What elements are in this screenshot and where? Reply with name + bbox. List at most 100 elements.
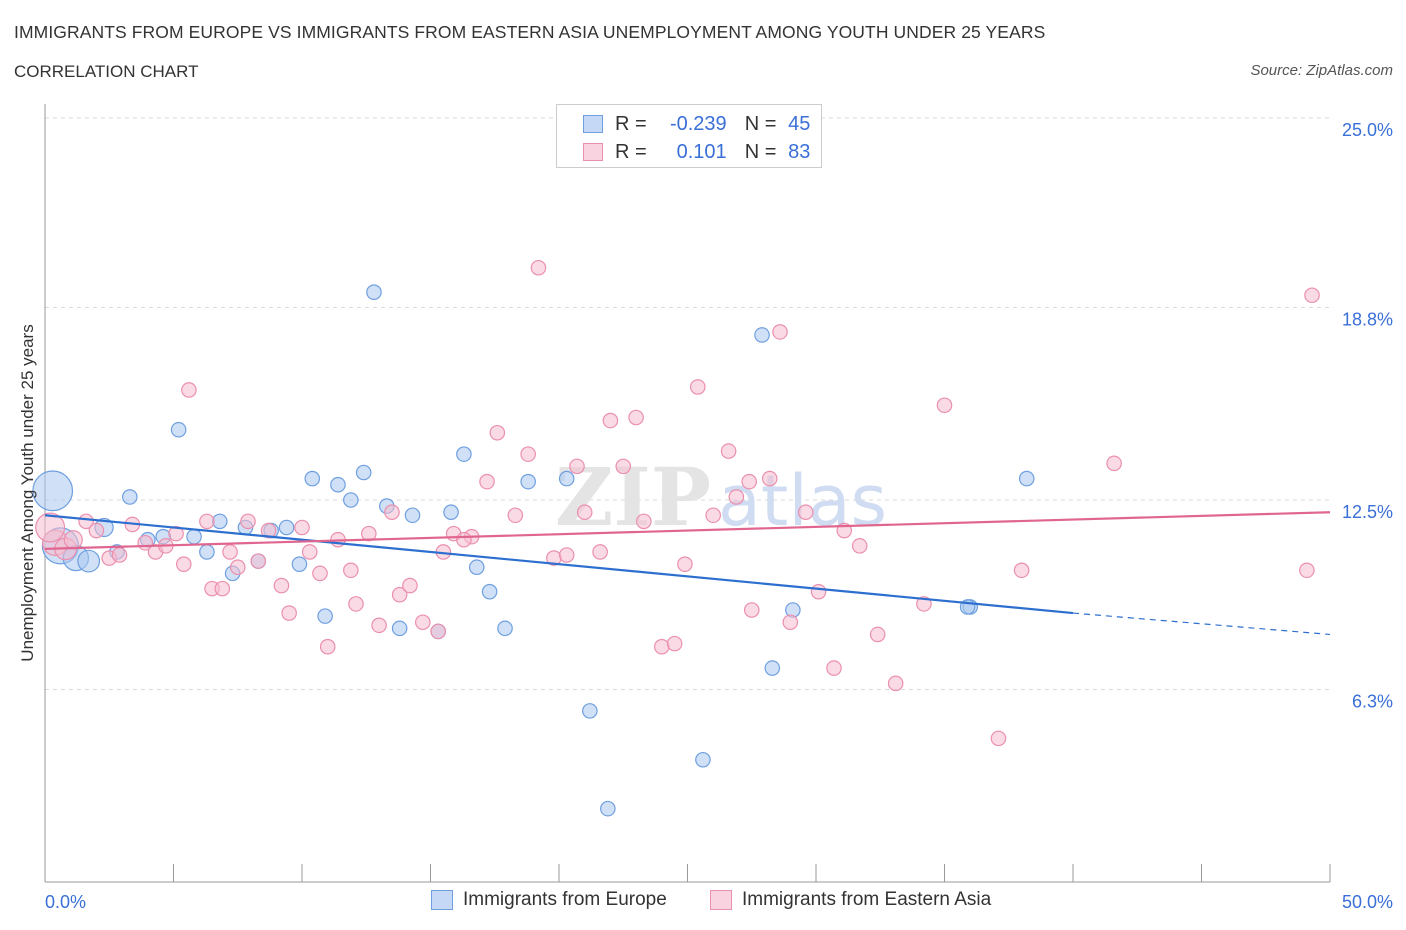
asia-point [720, 443, 737, 459]
europe-point [481, 583, 498, 600]
europe-point [497, 620, 513, 637]
asia-point [592, 544, 608, 560]
europe-point [695, 751, 711, 768]
asia-point [743, 602, 760, 618]
asia-point [558, 547, 575, 563]
asia-point [175, 556, 192, 572]
asia-point [810, 583, 827, 600]
asia-point [1299, 562, 1315, 579]
europe-point [764, 660, 781, 676]
europe-point [366, 284, 382, 300]
europe-trend-extension [1072, 612, 1331, 636]
asia-n-value: 83 [788, 140, 811, 163]
europe-point [754, 327, 770, 343]
r-label: R = [615, 112, 647, 135]
asia-point [826, 660, 842, 676]
asia-point [869, 626, 886, 643]
asia-point [741, 473, 757, 490]
tick-labels: 6.3% 12.5% 18.8% 25.0% 0.0% 50.0% [45, 120, 1393, 912]
y-tick-label: 6.3% [1352, 691, 1393, 711]
europe-point [391, 620, 408, 637]
legend-item-asia[interactable]: Immigrants from Eastern Asia [710, 889, 991, 911]
asia-point [990, 730, 1007, 747]
chart-subtitle: CORRELATION CHART [14, 62, 199, 81]
asia-point [1013, 562, 1030, 579]
asia-point [489, 424, 506, 441]
asia-point [402, 577, 418, 594]
europe-swatch [583, 115, 603, 133]
europe-point [186, 528, 202, 545]
europe-point [291, 556, 308, 572]
europe-point [32, 470, 74, 512]
asia-point [507, 507, 524, 524]
asia-point [260, 522, 277, 539]
europe-point [170, 421, 187, 438]
europe-point [304, 470, 321, 487]
asia-trend-line [44, 511, 1331, 550]
asia-point [479, 473, 495, 490]
source-label: Source: ZipAtlas.com [1250, 62, 1393, 79]
europe-point [211, 513, 228, 530]
asia-point [319, 638, 336, 655]
x-tick-label-max: 50.0% [1342, 892, 1393, 912]
asia-r-value: 0.101 [676, 140, 727, 163]
y-tick-label: 25.0% [1342, 120, 1393, 140]
y-axis-title: Unemployment Among Youth under 25 years [18, 324, 37, 662]
asia-point [615, 458, 632, 475]
asia-point [520, 446, 536, 462]
asia-legend-swatch [710, 890, 732, 910]
asia-point [628, 409, 644, 426]
europe-point [600, 800, 616, 817]
asia-point [430, 623, 447, 640]
asia-point [602, 412, 619, 429]
asia-point [222, 544, 238, 560]
europe-trend-line [44, 514, 1074, 615]
legend-row-europe: R = -0.239 N = 45 [557, 111, 810, 137]
europe-point [468, 559, 485, 576]
y-tick-label: 12.5% [1342, 502, 1393, 522]
asia-point [229, 559, 246, 576]
asia-point [414, 614, 431, 631]
asia-point [35, 512, 66, 543]
europe-point [77, 549, 101, 573]
asia-point [797, 504, 814, 521]
europe-point [404, 507, 421, 524]
asia-point [530, 259, 547, 276]
asia-point [384, 504, 400, 521]
asia-swatch [583, 143, 603, 161]
asia-point [456, 531, 472, 548]
asia-point [936, 397, 953, 414]
asia-point [653, 638, 670, 655]
asia-point [636, 513, 652, 530]
y-tick-label: 18.8% [1342, 309, 1393, 329]
europe-legend-label: Immigrants from Europe [463, 889, 667, 910]
legend-item-europe[interactable]: Immigrants from Europe [431, 889, 667, 911]
europe-point [330, 476, 346, 493]
europe-point [199, 544, 215, 560]
europe-point [443, 504, 459, 521]
europe-r-value: -0.239 [669, 112, 727, 135]
asia-point [63, 530, 83, 550]
europe-point [122, 489, 138, 505]
n-label: N = [744, 140, 777, 163]
asia-point [851, 538, 868, 554]
asia-point [569, 458, 585, 475]
europe-point [582, 703, 598, 719]
asia-point [281, 605, 297, 621]
europe-point [355, 464, 372, 481]
asia-point [301, 544, 318, 560]
asia-point [343, 562, 359, 579]
correlation-legend: R = -0.239 N = 45 R = 0.101 N = 83 [556, 104, 822, 168]
asia-point [782, 614, 799, 631]
asia-point [772, 324, 788, 340]
europe-n-value: 45 [788, 112, 811, 135]
europe-legend-swatch [431, 890, 453, 910]
asia-point [761, 470, 778, 487]
europe-point [1018, 470, 1035, 487]
asia-point [111, 547, 128, 563]
asia-point [1106, 455, 1122, 472]
asia-point [273, 577, 290, 594]
legend-row-asia: R = 0.101 N = 83 [557, 139, 810, 165]
asia-point [666, 635, 683, 652]
europe-point [456, 446, 472, 462]
